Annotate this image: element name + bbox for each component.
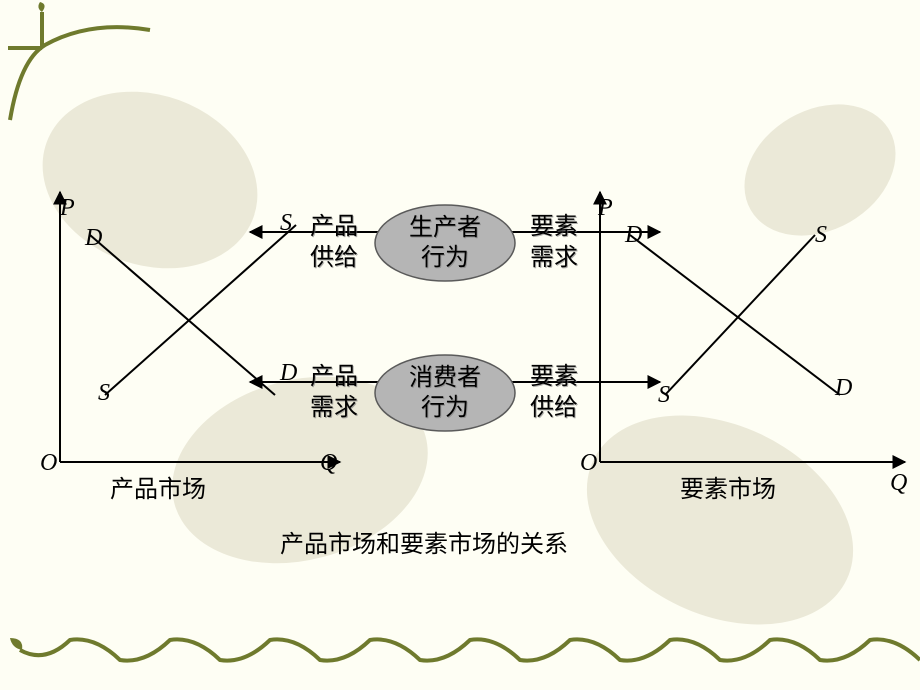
lt-arrow-letter: S	[280, 210, 292, 237]
left-O-label: O	[40, 450, 57, 477]
producer-l2: 行为	[421, 245, 469, 271]
left-caption: 产品市场	[110, 475, 206, 506]
right-P-label: P	[598, 195, 613, 222]
lt-arrow-text-l1: 产品	[310, 214, 358, 240]
rt-arrow-text: 要素 需求	[530, 212, 578, 274]
left-Q-label: Q	[320, 450, 337, 477]
lt-arrow-text: 产品 供给	[310, 212, 358, 274]
rt-arrow-text-l1: 要素	[530, 214, 578, 240]
left-S-bottom-label: S	[98, 380, 110, 407]
right-Q-label: Q	[890, 470, 907, 497]
right-caption: 要素市场	[680, 475, 776, 506]
rb-arrow-text-l2: 供给	[530, 395, 578, 421]
right-D-bottom-label: D	[835, 375, 852, 402]
lb-arrow-text-l1: 产品	[310, 364, 358, 390]
lt-arrow-text-l2: 供给	[310, 245, 358, 271]
lb-arrow-text: 产品 需求	[310, 362, 358, 424]
consumer-l2: 行为	[421, 395, 469, 421]
right-S-top-label: S	[815, 222, 827, 249]
rb-arrow-text-l1: 要素	[530, 364, 578, 390]
diagram-layer: P O Q D S 产品市场 P O Q D S S D 要素市场 S D 产品…	[0, 0, 920, 690]
consumer-node-text: 消费者 行为	[375, 355, 515, 431]
producer-l1: 生产者	[409, 215, 481, 241]
right-O-label: O	[580, 450, 597, 477]
rb-arrow-text: 要素 供给	[530, 362, 578, 424]
left-P-label: P	[60, 195, 75, 222]
right-S-bottom-label: S	[658, 382, 670, 409]
diagram-title: 产品市场和要素市场的关系	[280, 530, 568, 561]
consumer-l1: 消费者	[409, 365, 481, 391]
lb-arrow-letter: D	[280, 360, 297, 387]
lb-arrow-text-l2: 需求	[310, 395, 358, 421]
producer-node-text: 生产者 行为	[375, 205, 515, 281]
right-D-top-label: D	[625, 222, 642, 249]
rt-arrow-text-l2: 需求	[530, 245, 578, 271]
left-D-top-label: D	[85, 225, 102, 252]
diagram-svg	[0, 0, 920, 690]
